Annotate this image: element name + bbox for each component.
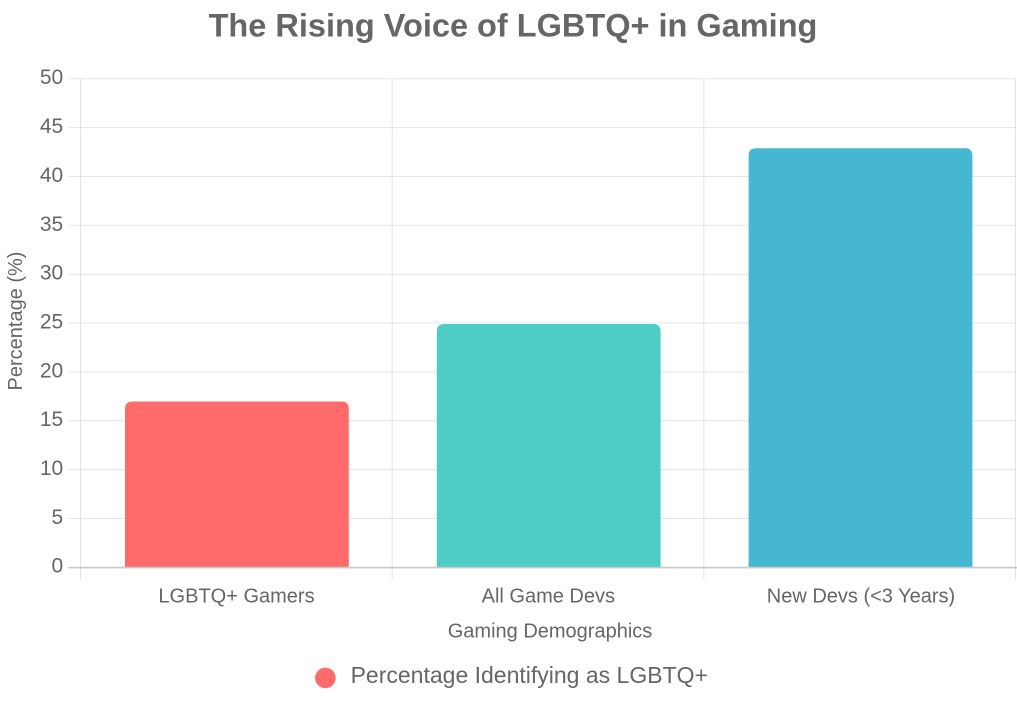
svg-text:25: 25: [40, 310, 63, 333]
svg-text:Percentage (%): Percentage (%): [5, 252, 27, 391]
svg-text:All Game Devs: All Game Devs: [482, 586, 615, 608]
svg-text:New Devs (<3 Years): New Devs (<3 Years): [767, 586, 955, 608]
svg-text:40: 40: [40, 164, 63, 187]
svg-text:30: 30: [40, 262, 63, 285]
svg-text:LGBTQ+ Gamers: LGBTQ+ Gamers: [158, 586, 314, 608]
svg-text:35: 35: [40, 213, 63, 236]
svg-text:0: 0: [52, 555, 64, 578]
svg-text:10: 10: [40, 457, 63, 480]
svg-text:45: 45: [40, 115, 63, 138]
svg-text:15: 15: [40, 408, 63, 431]
svg-text:Gaming Demographics: Gaming Demographics: [448, 621, 653, 643]
svg-text:5: 5: [52, 506, 64, 529]
svg-text:50: 50: [40, 66, 63, 89]
svg-text:20: 20: [40, 359, 63, 382]
svg-text:Percentage Identifying as LGBT: Percentage Identifying as LGBTQ+: [351, 662, 708, 688]
svg-text:The Rising Voice of LGBTQ+ in: The Rising Voice of LGBTQ+ in Gaming: [209, 7, 818, 43]
